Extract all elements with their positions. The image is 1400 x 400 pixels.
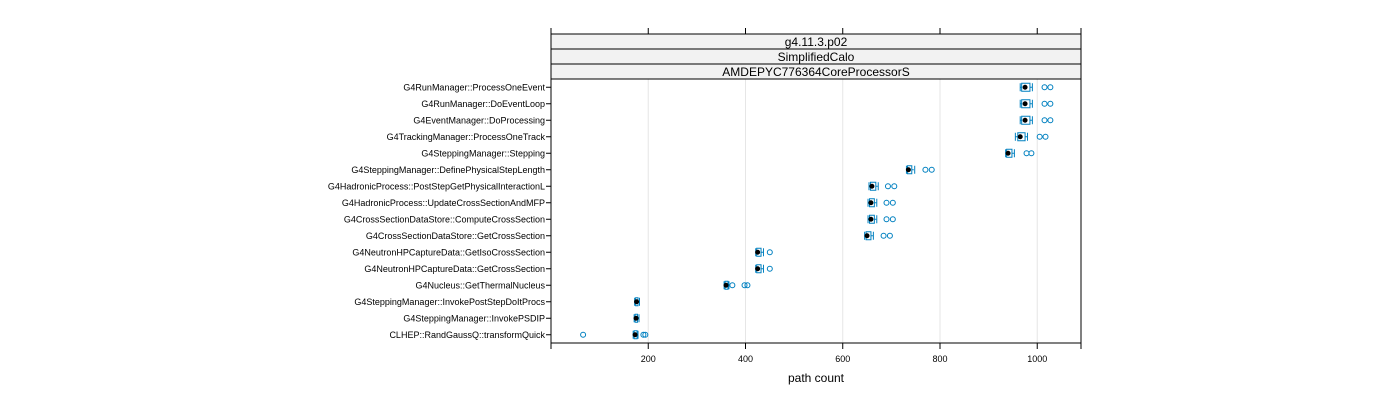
box-11 [755, 264, 773, 274]
median-dot [869, 183, 875, 189]
outlier-point [741, 282, 748, 289]
y-tick-label: G4RunManager::DoEventLoop [421, 99, 545, 109]
strip-label-version: g4.11.3.p02 [785, 35, 848, 49]
strip-2: SimplifiedCalo [550, 48, 1082, 65]
category-axis: G4RunManager::ProcessOneEventG4RunManage… [328, 82, 551, 340]
outlier-point [1023, 150, 1030, 157]
y-tick-label: G4SteppingManager::InvokePSDIP [403, 313, 545, 323]
outlier-point [1047, 84, 1054, 91]
box-layer [580, 82, 1054, 340]
median-dot [1005, 150, 1011, 156]
y-tick-label: G4HadronicProcess::PostStepGetPhysicalIn… [328, 181, 545, 191]
median-dot [755, 266, 761, 272]
box-13 [634, 297, 640, 307]
x-axis: 200 400 600 800 1000 [550, 28, 1082, 364]
median-dot [1017, 134, 1023, 140]
median-dot [905, 167, 911, 173]
iqr-box [1021, 82, 1031, 92]
median-dot [1022, 84, 1028, 90]
outlier-point [883, 199, 890, 206]
iqr-box [1021, 99, 1031, 109]
outlier-point [640, 331, 647, 338]
panel-frame [550, 33, 1082, 344]
box-10 [755, 247, 773, 257]
box-6 [868, 181, 898, 191]
box-4 [1005, 148, 1035, 158]
outlier-point [886, 232, 893, 239]
outlier-point [922, 166, 929, 173]
outlier-point [1028, 150, 1035, 157]
strip-3: AMDEPYC776364CoreProcessorS [550, 63, 1082, 80]
x-tick-label: 800 [932, 354, 947, 364]
y-tick-label: CLHEP::RandGaussQ::transformQuick [389, 330, 545, 340]
outlier-point [1041, 84, 1048, 91]
y-tick-label: G4EventManager::DoProcessing [413, 115, 545, 125]
box-12 [723, 280, 751, 290]
x-tick-label: 200 [641, 354, 656, 364]
outlier-point [1041, 117, 1048, 124]
box-9 [864, 231, 893, 241]
y-tick-label: G4SteppingManager::InvokePostStepDoItPro… [354, 297, 545, 307]
outlier-point [766, 249, 773, 256]
median-dot [864, 233, 870, 239]
median-dot [634, 299, 640, 305]
y-tick-label: G4CrossSectionDataStore::ComputeCrossSec… [344, 214, 545, 224]
median-dot [633, 315, 639, 321]
median-dot [1022, 117, 1028, 123]
y-tick-label: G4HadronicProcess::UpdateCrossSectionAnd… [342, 198, 545, 208]
outlier-point [880, 232, 887, 239]
outlier-point [928, 166, 935, 173]
y-tick-label: G4NeutronHPCaptureData::GetIsoCrossSecti… [352, 247, 545, 257]
median-dot [1022, 101, 1028, 107]
iqr-box [1021, 115, 1031, 125]
x-axis-title: path count [788, 371, 845, 385]
y-tick-label: G4SteppingManager::Stepping [421, 148, 545, 158]
outlier-point [889, 199, 896, 206]
outlier-point [766, 265, 773, 272]
strip-label-cpu: AMDEPYC776364CoreProcessorS [722, 65, 909, 79]
outlier-point [884, 183, 891, 190]
strip-label-benchmark: SimplifiedCalo [778, 50, 855, 64]
outlier-point [1047, 117, 1054, 124]
box-2 [1019, 115, 1054, 125]
outlier-point [1036, 133, 1043, 140]
y-tick-label: G4CrossSectionDataStore::GetCrossSection [366, 231, 545, 241]
outlier-point [891, 183, 898, 190]
box-8 [867, 214, 896, 224]
median-dot [868, 216, 874, 222]
x-tick-label: 1000 [1027, 354, 1047, 364]
outlier-point [883, 216, 890, 223]
y-tick-label: G4SteppingManager::DefinePhysicalStepLen… [351, 165, 545, 175]
median-dot [755, 249, 761, 255]
y-tick-label: G4TrackingManager::ProcessOneTrack [387, 132, 546, 142]
box-5 [905, 165, 935, 175]
outlier-point [580, 331, 587, 338]
outlier-point [889, 216, 896, 223]
outlier-point [642, 331, 649, 338]
median-dot [868, 200, 874, 206]
box-15 [580, 330, 649, 340]
grid-lines [647, 79, 1038, 343]
outlier-point [744, 282, 751, 289]
outlier-point [1041, 100, 1048, 107]
strip-1: g4.11.3.p02 [550, 33, 1082, 50]
y-tick-label: G4Nucleus::GetThermalNucleus [415, 280, 545, 290]
box-7 [867, 198, 896, 208]
outlier-point [1047, 100, 1054, 107]
outlier-point [1042, 133, 1049, 140]
y-tick-label: G4NeutronHPCaptureData::GetCrossSection [364, 264, 545, 274]
outlier-point [729, 282, 736, 289]
x-tick-label: 400 [738, 354, 753, 364]
box-14 [633, 313, 640, 323]
y-tick-label: G4RunManager::ProcessOneEvent [403, 82, 545, 92]
x-tick-label: 600 [835, 354, 850, 364]
median-dot [632, 332, 638, 338]
box-3 [1014, 132, 1049, 142]
median-dot [723, 282, 729, 288]
box-0 [1019, 82, 1054, 92]
box-1 [1019, 99, 1054, 109]
